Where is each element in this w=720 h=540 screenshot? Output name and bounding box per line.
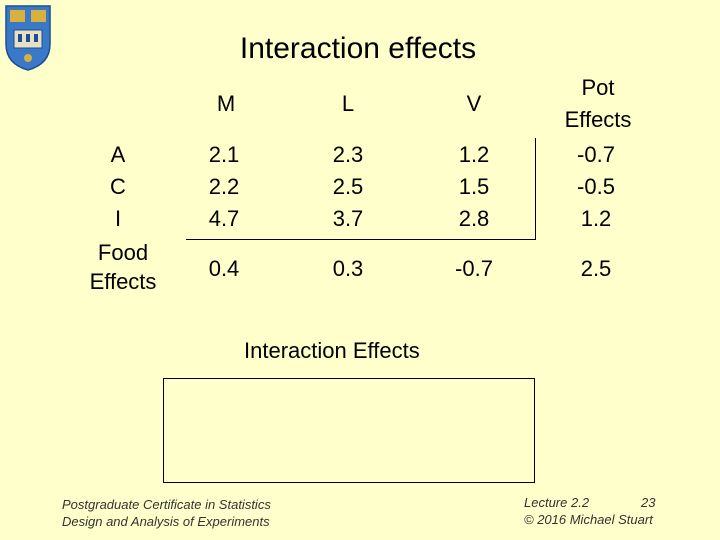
- cell-i-l: 3.7: [332, 206, 364, 231]
- interaction-effects-heading: Interaction Effects: [244, 338, 420, 363]
- cell-c-pot: -0.5: [577, 174, 615, 199]
- university-crest-logo: [5, 5, 51, 71]
- cell-c-l: 2.5: [332, 174, 364, 199]
- footer-course-line1: Postgraduate Certificate in Statistics: [62, 497, 271, 512]
- header-v: V: [466, 91, 482, 116]
- header-l: L: [341, 91, 355, 116]
- interaction-effects-box: [163, 378, 535, 483]
- cell-c-v: 1.5: [458, 174, 490, 199]
- slide-title: Interaction effects: [239, 32, 477, 65]
- food-effect-pot: 2.5: [580, 256, 612, 281]
- header-m: M: [216, 91, 236, 116]
- food-effects-label: Food Effects: [89, 240, 157, 294]
- header-pot-effects: Pot Effects: [564, 75, 632, 132]
- footer-lecture: Lecture 2.2 23 © 2016 Michael Stuart: [524, 494, 656, 528]
- food-effect-l: 0.3: [332, 256, 364, 281]
- footer-course-line2: Design and Analysis of Experiments: [62, 514, 270, 529]
- cell-c-m: 2.2: [208, 174, 240, 199]
- cell-i-v: 2.8: [458, 206, 490, 231]
- cell-a-v: 1.2: [458, 142, 490, 167]
- cell-a-l: 2.3: [332, 142, 364, 167]
- footer-lecture-number: Lecture 2.2: [524, 495, 590, 510]
- food-effect-v: -0.7: [455, 256, 493, 281]
- cell-a-pot: -0.7: [577, 142, 615, 167]
- slide-number: 23: [641, 495, 656, 510]
- footer-course: Postgraduate Certificate in Statistics D…: [62, 496, 271, 530]
- cell-a-m: 2.1: [208, 142, 240, 167]
- row-label-i: I: [114, 206, 122, 231]
- row-label-a: A: [110, 142, 126, 167]
- cell-i-pot: 1.2: [580, 206, 612, 231]
- cell-i-m: 4.7: [208, 206, 240, 231]
- table-body-border: [186, 138, 536, 240]
- row-label-c: C: [110, 174, 126, 199]
- food-effect-m: 0.4: [208, 256, 240, 281]
- footer-copyright: © 2016 Michael Stuart: [524, 512, 653, 527]
